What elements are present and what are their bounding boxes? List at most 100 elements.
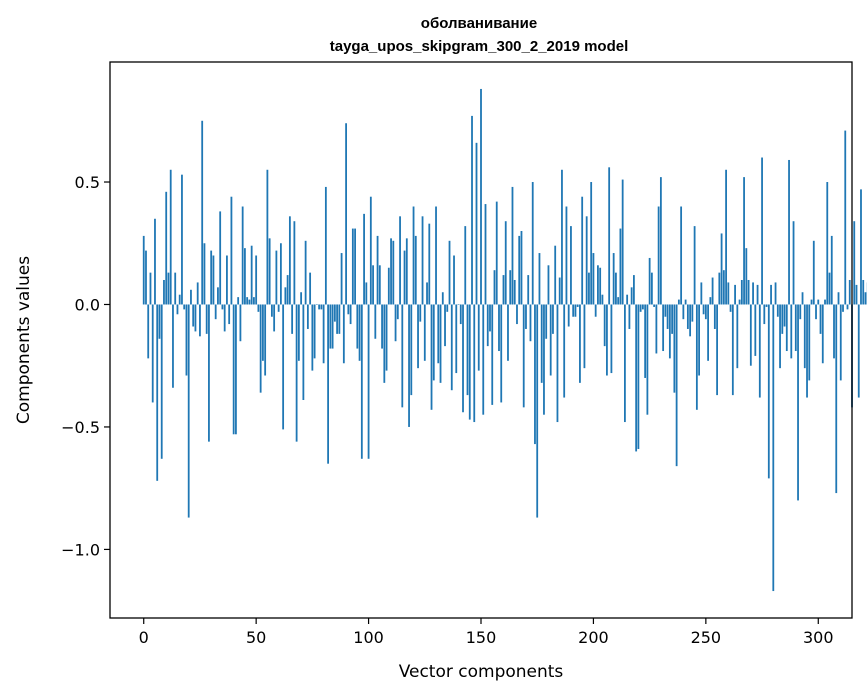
bar	[203, 243, 206, 305]
bar	[725, 169, 727, 305]
bar	[808, 304, 811, 381]
bar	[549, 304, 552, 376]
bar	[781, 304, 784, 334]
bar	[266, 169, 269, 305]
bar	[369, 196, 372, 305]
bar	[626, 294, 629, 305]
bar	[864, 292, 867, 305]
bar	[432, 304, 435, 381]
bar	[767, 304, 770, 479]
bar	[163, 279, 165, 305]
bar	[347, 304, 350, 315]
bar	[592, 253, 595, 305]
bar	[363, 213, 365, 305]
bar	[194, 304, 197, 332]
bar	[803, 304, 806, 369]
bar	[248, 299, 251, 305]
y-axis-label: Components values	[14, 256, 34, 424]
bar	[702, 304, 705, 315]
bar	[675, 304, 678, 467]
bar	[527, 275, 530, 305]
bar	[329, 304, 332, 349]
bar	[783, 304, 786, 327]
bar	[387, 267, 390, 305]
bar	[556, 304, 559, 423]
bar	[693, 226, 696, 305]
bar	[423, 304, 426, 361]
bar	[826, 182, 829, 305]
bar	[763, 304, 766, 325]
bar	[405, 238, 408, 305]
bar	[853, 221, 856, 305]
bar	[648, 257, 651, 305]
bar	[421, 216, 424, 305]
bar	[606, 304, 608, 376]
bar	[385, 304, 388, 371]
bar	[484, 204, 487, 305]
bar	[608, 167, 611, 305]
bar	[495, 201, 498, 305]
bar	[671, 304, 674, 334]
bar	[273, 304, 276, 332]
bar	[828, 272, 831, 305]
bar	[509, 270, 512, 305]
bar	[376, 235, 379, 305]
bar	[776, 304, 779, 317]
bar	[677, 299, 680, 305]
bar	[576, 304, 579, 307]
bar	[293, 221, 296, 305]
bar	[221, 304, 224, 310]
bar	[525, 304, 527, 329]
bar	[619, 228, 622, 305]
bar	[419, 304, 422, 322]
bar	[264, 304, 267, 376]
x-axis-ticks: 0 50 100 150 200 250 300	[139, 618, 834, 647]
bar	[655, 304, 658, 354]
bar	[455, 304, 458, 374]
bar	[167, 272, 170, 305]
bar	[630, 287, 633, 305]
bar	[399, 216, 401, 305]
bar	[208, 304, 210, 442]
bar	[565, 206, 568, 305]
bar	[244, 248, 246, 305]
bar	[318, 304, 321, 310]
bar	[686, 304, 689, 329]
bar	[331, 304, 334, 349]
bar	[504, 221, 507, 305]
bar	[360, 304, 363, 459]
bar	[381, 304, 383, 349]
bar	[176, 304, 179, 315]
bar	[172, 304, 174, 388]
bar	[792, 221, 795, 305]
bar	[464, 226, 467, 305]
bar	[178, 294, 181, 305]
bar	[356, 304, 359, 349]
bar	[183, 304, 186, 310]
bar	[765, 304, 768, 307]
bar	[644, 304, 647, 378]
bar	[471, 115, 473, 305]
x-tick-label: 200	[578, 628, 609, 647]
bar	[659, 177, 662, 305]
bar	[311, 304, 314, 371]
bar	[304, 240, 307, 305]
bar	[277, 304, 280, 312]
bar	[833, 304, 835, 359]
bar	[628, 304, 631, 329]
y-axis-ticks: −1.0 −0.5 0.0 0.5	[61, 173, 110, 559]
y-tick-label: −1.0	[61, 540, 100, 559]
bar	[477, 304, 480, 371]
bar	[412, 206, 415, 305]
bar	[475, 142, 478, 305]
bar	[855, 284, 858, 305]
bar	[821, 304, 824, 364]
bar	[320, 304, 323, 310]
bar	[734, 284, 736, 305]
bar	[232, 304, 235, 435]
bar	[581, 196, 584, 305]
bar	[210, 250, 213, 305]
bar	[480, 88, 482, 305]
bar	[538, 253, 541, 305]
